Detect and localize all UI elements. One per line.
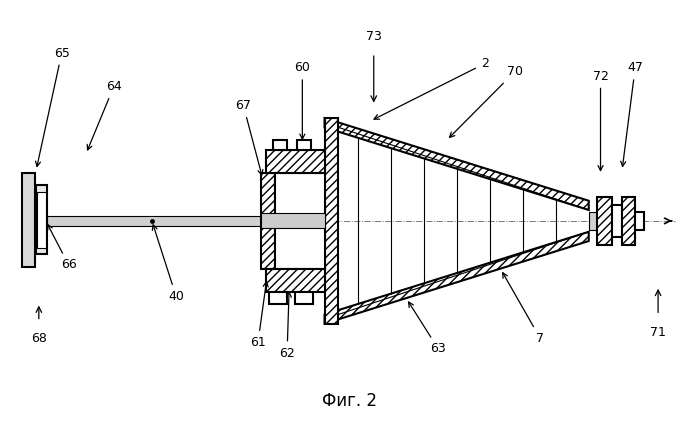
Text: 73: 73	[366, 30, 382, 43]
Text: Фиг. 2: Фиг. 2	[322, 392, 377, 410]
Text: 71: 71	[650, 326, 666, 339]
Polygon shape	[266, 269, 324, 292]
Text: 7: 7	[503, 273, 545, 345]
Polygon shape	[47, 216, 270, 226]
Polygon shape	[275, 173, 324, 269]
Polygon shape	[269, 292, 287, 304]
Text: 68: 68	[31, 332, 47, 345]
Text: 70: 70	[449, 65, 523, 137]
Polygon shape	[266, 150, 324, 173]
Text: 65: 65	[36, 47, 70, 167]
Text: 72: 72	[593, 70, 608, 170]
Polygon shape	[324, 118, 338, 324]
Text: 61: 61	[250, 282, 268, 349]
Text: 62: 62	[279, 292, 295, 360]
Polygon shape	[38, 192, 45, 248]
Polygon shape	[273, 140, 287, 150]
Text: 60: 60	[294, 61, 310, 139]
Polygon shape	[36, 185, 47, 255]
Text: 2: 2	[374, 57, 489, 119]
Polygon shape	[296, 292, 313, 304]
Polygon shape	[324, 232, 589, 324]
Polygon shape	[597, 197, 612, 245]
Polygon shape	[622, 197, 635, 245]
Text: 64: 64	[87, 80, 122, 150]
Polygon shape	[324, 118, 589, 210]
Text: 40: 40	[152, 225, 184, 303]
Polygon shape	[297, 140, 310, 150]
Polygon shape	[261, 213, 324, 229]
Polygon shape	[635, 212, 644, 230]
Text: 66: 66	[48, 224, 76, 272]
Text: 63: 63	[409, 302, 446, 355]
Text: 47: 47	[621, 61, 643, 167]
Polygon shape	[22, 173, 35, 267]
Polygon shape	[261, 173, 275, 269]
Polygon shape	[612, 205, 622, 237]
Polygon shape	[589, 212, 597, 230]
Text: 67: 67	[236, 99, 263, 175]
